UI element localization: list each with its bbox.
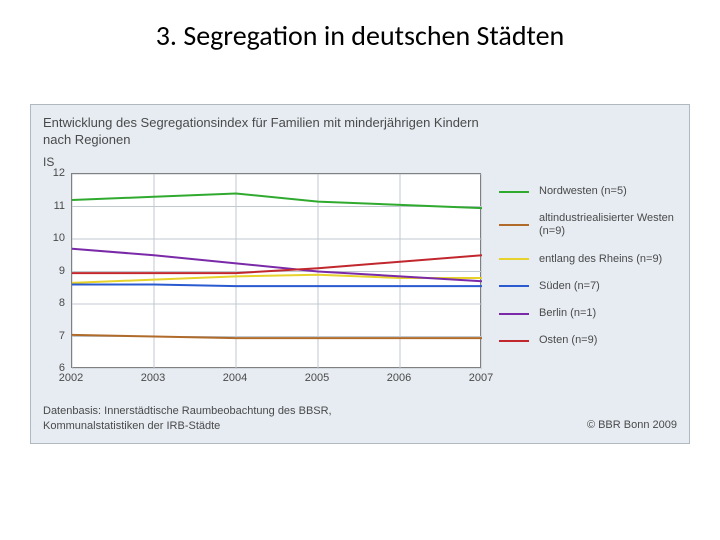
chart-subtitle-line1: Entwicklung des Segregationsindex für Fa… xyxy=(43,115,479,130)
x-tick-label: 2006 xyxy=(379,372,419,384)
y-tick-label: 9 xyxy=(47,265,65,277)
legend-item: Berlin (n=1) xyxy=(499,307,683,320)
legend-swatch xyxy=(499,258,529,260)
legend-label: altindustriealisierter Westen (n=9) xyxy=(539,212,683,238)
legend-label: Osten (n=9) xyxy=(539,334,597,347)
legend-label: Süden (n=7) xyxy=(539,280,600,293)
legend: Nordwesten (n=5) altindustriealisierter W… xyxy=(499,185,683,361)
chart-footer-line1: Datenbasis: Innerstädtische Raumbeobacht… xyxy=(43,405,332,417)
y-tick-label: 11 xyxy=(47,200,65,212)
chart-footer-line2: Kommunalstatistiken der IRB-Städte xyxy=(43,420,220,432)
slide-title: 3. Segregation in deutschen Städten xyxy=(0,18,720,53)
legend-item: Süden (n=7) xyxy=(499,280,683,293)
legend-swatch xyxy=(499,340,529,342)
x-tick-label: 2002 xyxy=(51,372,91,384)
legend-swatch xyxy=(499,285,529,287)
x-tick-label: 2003 xyxy=(133,372,173,384)
y-tick-label: 12 xyxy=(47,167,65,179)
legend-label: Berlin (n=1) xyxy=(539,307,596,320)
chart-subtitle: Entwicklung des Segregationsindex für Fa… xyxy=(43,115,479,149)
legend-swatch xyxy=(499,313,529,315)
y-tick-label: 7 xyxy=(47,330,65,342)
legend-swatch xyxy=(499,224,529,226)
plot-wrap: 6789101112 200220032004200520062007 xyxy=(71,161,481,391)
y-tick-label: 10 xyxy=(47,232,65,244)
y-tick-label: 8 xyxy=(47,297,65,309)
x-tick-label: 2007 xyxy=(461,372,501,384)
legend-item: Osten (n=9) xyxy=(499,334,683,347)
chart-footer: Datenbasis: Innerstädtische Raumbeobacht… xyxy=(43,404,332,433)
legend-item: entlang des Rheins (n=9) xyxy=(499,253,683,266)
chart-copyright: © BBR Bonn 2009 xyxy=(587,419,677,431)
legend-item: altindustriealisierter Westen (n=9) xyxy=(499,212,683,238)
plot-area xyxy=(71,173,481,368)
legend-swatch xyxy=(499,191,529,193)
chart-panel: Entwicklung des Segregationsindex für Fa… xyxy=(30,104,690,444)
line-chart-svg xyxy=(72,174,482,369)
legend-item: Nordwesten (n=5) xyxy=(499,185,683,198)
legend-label: Nordwesten (n=5) xyxy=(539,185,627,198)
legend-label: entlang des Rheins (n=9) xyxy=(539,253,662,266)
chart-subtitle-line2: nach Regionen xyxy=(43,132,130,147)
x-tick-label: 2004 xyxy=(215,372,255,384)
x-tick-label: 2005 xyxy=(297,372,337,384)
